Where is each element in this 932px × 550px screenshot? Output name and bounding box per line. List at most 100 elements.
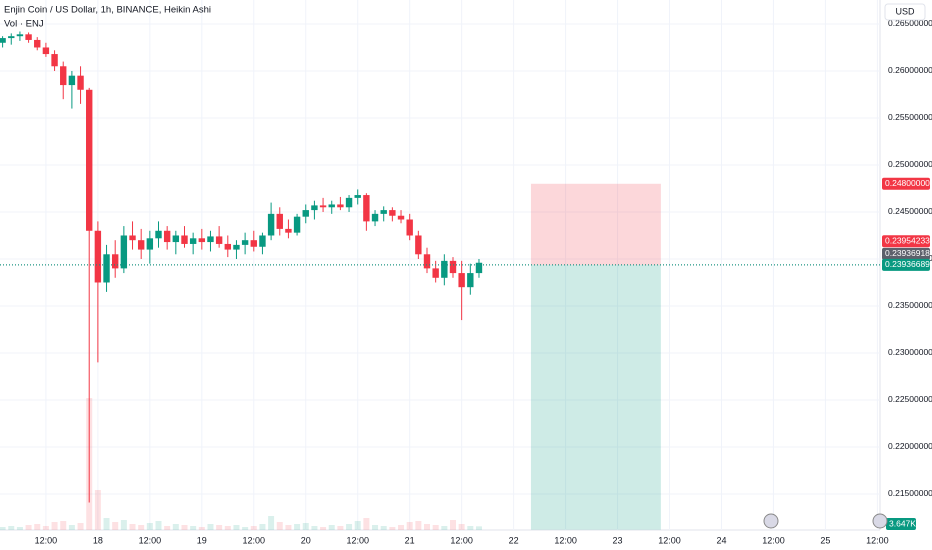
candle-body xyxy=(86,89,93,231)
volume-bar xyxy=(294,524,301,530)
volume-bar xyxy=(8,526,15,530)
y-tick-label: 0.24500000 xyxy=(888,206,932,216)
y-tick-label: 0.23000000 xyxy=(888,347,932,357)
candle-body xyxy=(337,204,344,208)
x-tick-label: 18 xyxy=(93,535,103,545)
volume-bar xyxy=(441,526,448,530)
x-tick-label: 12:00 xyxy=(554,535,577,545)
volume-bar xyxy=(285,525,292,530)
candle-body xyxy=(423,254,431,269)
volume-bar xyxy=(337,526,344,530)
volume-bar xyxy=(380,526,387,530)
volume-bar xyxy=(449,520,456,530)
x-tick-label: 22 xyxy=(509,535,519,545)
x-tick-label: 12:00 xyxy=(243,535,266,545)
volume-bar xyxy=(415,521,422,530)
candle-body xyxy=(189,238,197,244)
volume-bar xyxy=(190,526,197,530)
price-tag-label: 0.23936689 xyxy=(885,259,930,269)
candle-body xyxy=(224,243,231,250)
candle-body xyxy=(458,273,465,288)
price-tag xyxy=(882,177,930,190)
candle-body xyxy=(198,238,206,243)
volume-tag xyxy=(886,518,916,530)
volume-bar xyxy=(164,526,171,530)
candle-body xyxy=(94,230,102,283)
price-scale-bg xyxy=(880,0,932,550)
candle-body xyxy=(250,240,257,247)
volume-bar xyxy=(34,524,41,530)
volume-bar xyxy=(276,522,283,530)
candle-body xyxy=(155,230,162,239)
candle-body xyxy=(467,273,474,288)
candle-body xyxy=(163,230,171,243)
volume-bar xyxy=(328,525,335,530)
candle-body xyxy=(215,236,223,244)
y-tick-label: 0.23500000 xyxy=(888,300,932,310)
stop-zone xyxy=(530,183,661,265)
volume-bar xyxy=(268,516,275,530)
volume-bar xyxy=(198,527,205,530)
volume-bar xyxy=(112,522,119,530)
candle-body xyxy=(16,34,24,37)
volume-bar xyxy=(181,525,188,530)
candle-body xyxy=(267,213,275,236)
y-tick-label: 0.25500000 xyxy=(888,112,932,122)
volume-bar xyxy=(155,521,162,530)
x-tick-label: 23 xyxy=(613,535,623,545)
volume-bar xyxy=(363,518,370,530)
candle-body xyxy=(345,197,353,208)
volume-bar xyxy=(16,527,23,530)
candle-body xyxy=(389,210,396,216)
volume-bar xyxy=(224,526,231,530)
volume-bar xyxy=(467,526,474,530)
x-tick-label: 21 xyxy=(405,535,415,545)
volume-bar xyxy=(68,525,75,530)
candle-body xyxy=(371,213,379,222)
candle-body xyxy=(259,235,266,247)
volume-bar xyxy=(311,526,318,530)
candle-body xyxy=(34,39,41,48)
volume-bar xyxy=(372,525,379,530)
volume-bar xyxy=(389,527,396,530)
candle-body xyxy=(415,235,422,255)
volume-bar xyxy=(51,522,58,530)
volume-bar xyxy=(354,521,361,530)
volume-bar xyxy=(242,527,249,530)
candle-body xyxy=(51,54,58,67)
volume-bar xyxy=(172,524,179,530)
volume-bar xyxy=(233,525,240,530)
volume-bar xyxy=(120,520,127,530)
candle-body xyxy=(172,235,180,243)
candle-body xyxy=(432,268,439,278)
currency-button[interactable] xyxy=(884,3,926,21)
price-tag xyxy=(882,247,930,260)
volume-bar xyxy=(207,524,214,530)
target-zone xyxy=(530,264,661,530)
candle-body xyxy=(0,38,6,43)
candle-body xyxy=(60,66,67,86)
candle-body xyxy=(181,235,188,244)
event-flag[interactable] xyxy=(872,513,888,529)
candle-body xyxy=(328,204,335,208)
candle-body xyxy=(302,210,309,217)
event-flag[interactable] xyxy=(763,513,779,529)
volume-bar xyxy=(398,525,405,530)
x-tick-label: 12:00 xyxy=(450,535,473,545)
y-tick-label: 0.25000000 xyxy=(888,159,932,169)
candle-body xyxy=(276,213,283,229)
candle-body xyxy=(77,75,84,90)
volume-bar xyxy=(42,526,49,530)
price-tag-label: 0.23954233 xyxy=(885,236,930,246)
x-tick-label: 12:00 xyxy=(762,535,785,545)
y-tick-label: 0.26500000 xyxy=(888,18,932,28)
x-tick-label: 12:00 xyxy=(139,535,162,545)
candle-body xyxy=(25,34,32,40)
volume-bar xyxy=(458,524,465,530)
candle-body xyxy=(293,216,301,233)
x-tick-label: 25 xyxy=(820,535,830,545)
volume-bar xyxy=(25,525,32,530)
x-tick-label: 12:00 xyxy=(35,535,58,545)
volume-bar xyxy=(320,527,327,530)
